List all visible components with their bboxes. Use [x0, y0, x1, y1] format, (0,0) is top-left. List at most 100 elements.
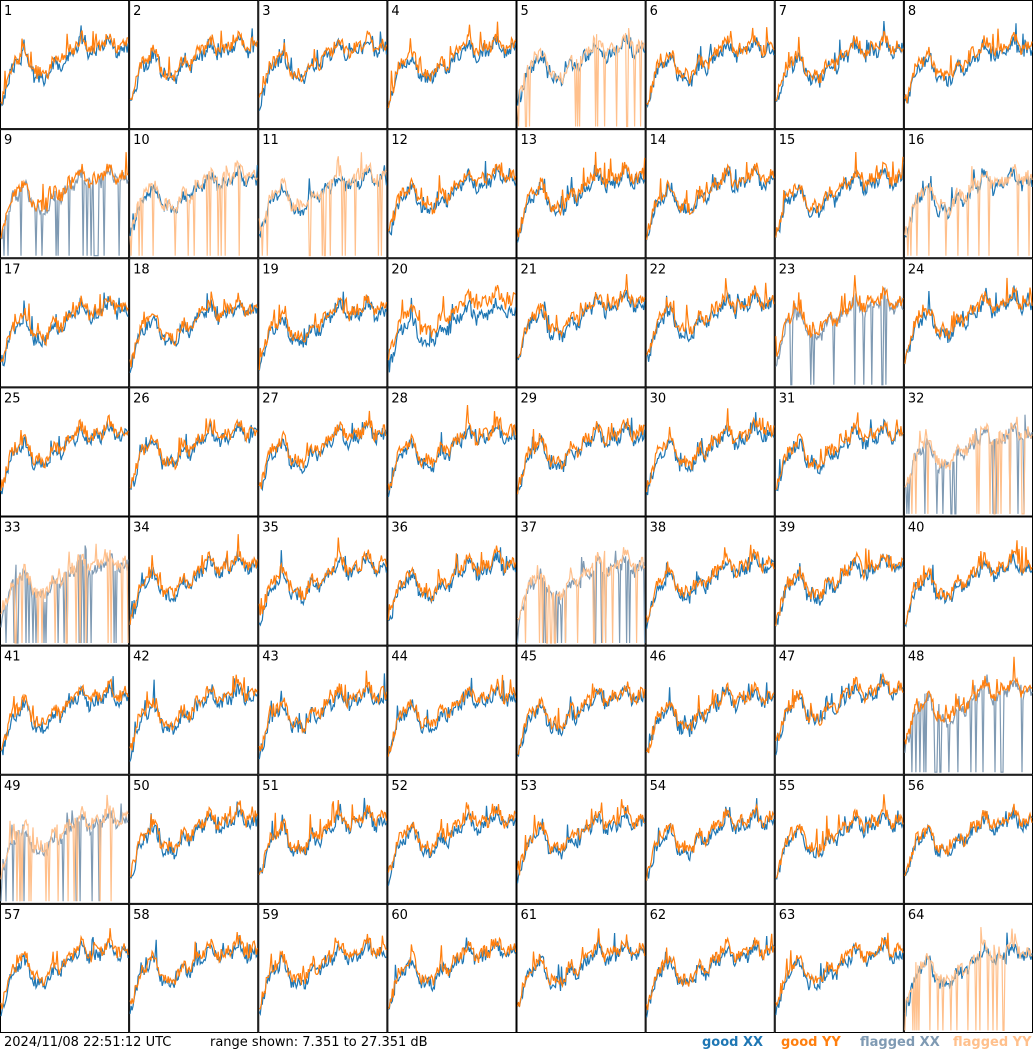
series-yy [516, 799, 645, 876]
series-yy [129, 159, 258, 256]
series-xx [0, 803, 129, 902]
panel-frame [774, 645, 904, 775]
panel-35: 35 [258, 516, 388, 646]
panel-12: 12 [387, 129, 517, 259]
panel-7: 7 [774, 0, 904, 130]
series-xx [516, 34, 646, 107]
series-yy [0, 294, 129, 363]
series-yy [387, 404, 517, 491]
panel-label: 18 [133, 262, 150, 277]
panel-label: 27 [262, 391, 279, 406]
panel-42: 42 [129, 645, 259, 775]
panel-13: 13 [516, 129, 646, 259]
series-yy [129, 417, 258, 489]
panel-label: 61 [521, 908, 538, 923]
series-yy [0, 794, 129, 902]
series-yy [646, 161, 775, 240]
panel-label: 28 [391, 391, 408, 406]
panel-label: 23 [779, 262, 796, 277]
panel-label: 25 [4, 391, 21, 406]
panel-32: 32 [903, 387, 1033, 517]
series-yy [775, 30, 904, 102]
series-yy [775, 548, 904, 627]
panel-label: 54 [650, 779, 667, 794]
panel-label: 6 [650, 4, 658, 19]
panel-label: 62 [650, 908, 667, 923]
series-yy [258, 800, 387, 875]
series-yy [258, 152, 387, 257]
panel-19: 19 [258, 258, 388, 388]
series-yy [516, 151, 646, 238]
panel-59: 59 [258, 903, 388, 1033]
panel-frame [645, 129, 775, 259]
timestamp: 2024/11/08 22:51:12 UTC [4, 1035, 172, 1050]
panel-44: 44 [387, 645, 517, 775]
series-xx [388, 160, 517, 236]
series-yy [904, 416, 1033, 515]
panel-39: 39 [774, 516, 904, 646]
panel-20: 20 [387, 258, 517, 388]
panel-30: 30 [645, 387, 775, 517]
panel-frame [645, 258, 775, 388]
panel-15: 15 [774, 129, 904, 259]
legend-flagged-yy: flagged YY [953, 1035, 1032, 1050]
series-yy [775, 412, 904, 491]
panel-34: 34 [129, 516, 259, 646]
panel-label: 35 [262, 521, 279, 536]
panel-label: 64 [908, 908, 925, 923]
panel-label: 22 [650, 262, 667, 277]
series-yy [646, 681, 775, 754]
series-xx [904, 285, 1033, 365]
series-yy [775, 794, 904, 879]
panel-21: 21 [516, 258, 646, 388]
panel-49: 49 [0, 774, 130, 904]
panel-label: 38 [650, 521, 667, 536]
panel-47: 47 [774, 645, 904, 775]
panel-48: 48 [903, 645, 1033, 775]
panel-38: 38 [645, 516, 775, 646]
series-yy [517, 681, 646, 755]
series-xx [0, 292, 129, 367]
panel-28: 28 [387, 387, 517, 517]
series-yy [0, 928, 129, 1010]
panel-61: 61 [516, 903, 646, 1033]
series-yy [775, 275, 904, 357]
panel-frame [387, 258, 517, 388]
series-yy [904, 28, 1033, 104]
panel-18: 18 [129, 258, 259, 388]
series-yy [387, 284, 516, 361]
series-xx [388, 547, 517, 622]
panel-label: 46 [650, 650, 667, 665]
panel-label: 9 [4, 133, 12, 148]
panel-frame [645, 903, 775, 1033]
panel-label: 59 [262, 908, 279, 923]
panel-label: 30 [650, 391, 667, 406]
series-yy [646, 27, 775, 106]
panel-24: 24 [903, 258, 1033, 388]
panel-label: 12 [391, 133, 408, 148]
series-yy [904, 164, 1033, 256]
panel-26: 26 [129, 387, 259, 517]
panel-label: 17 [4, 262, 21, 277]
series-yy [775, 151, 904, 238]
series-xx [775, 810, 904, 880]
panel-label: 47 [779, 650, 796, 665]
series-yy [129, 800, 258, 878]
panel-label: 21 [521, 262, 538, 277]
series-xx [646, 682, 775, 754]
panel-label: 15 [779, 133, 796, 148]
series-yy [904, 656, 1033, 745]
series-yy [904, 927, 1033, 1032]
series-yy [258, 294, 387, 371]
panel-9: 9 [0, 129, 130, 259]
panel-57: 57 [0, 903, 130, 1033]
panel-62: 62 [645, 903, 775, 1033]
panel-63: 63 [774, 903, 904, 1033]
panel-label: 53 [521, 779, 538, 794]
panel-29: 29 [516, 387, 646, 517]
panel-3: 3 [258, 0, 388, 130]
panel-label: 2 [133, 4, 141, 19]
panel-frame [258, 774, 388, 904]
panel-6: 6 [645, 0, 775, 130]
